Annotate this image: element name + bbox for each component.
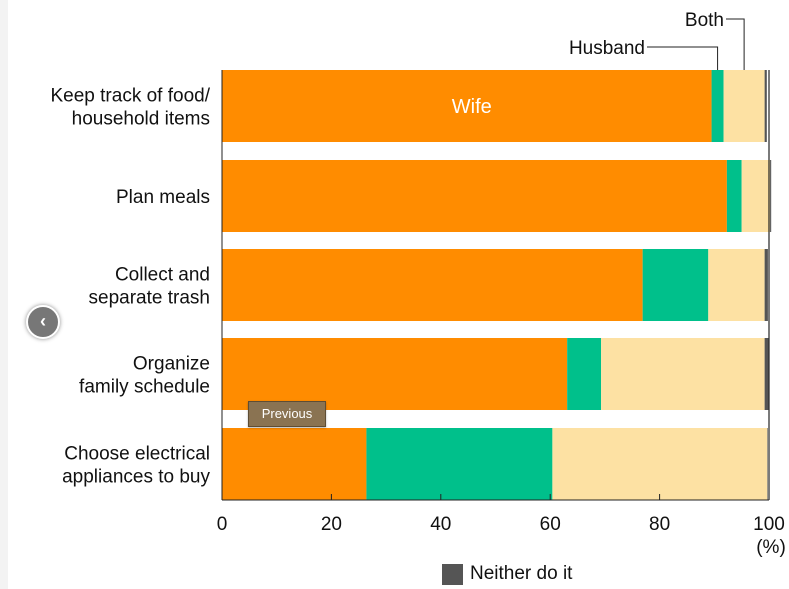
callout-line-both bbox=[726, 18, 745, 70]
bar-both-3 bbox=[601, 338, 765, 410]
bar-wife-3 bbox=[222, 338, 568, 410]
category-label-0-1: household items bbox=[72, 109, 210, 130]
previous-tooltip: Previous bbox=[248, 401, 326, 427]
bar-both-4 bbox=[552, 428, 768, 500]
x-unit-label: (%) bbox=[756, 537, 786, 558]
x-tick-label-3: 60 bbox=[540, 514, 561, 535]
x-tick-label-1: 20 bbox=[321, 514, 342, 535]
category-label-0-0: Keep track of food/ bbox=[51, 86, 211, 107]
legend: Neither do it bbox=[442, 563, 572, 585]
legend-swatch-neither bbox=[442, 563, 463, 585]
x-tick-label-0: 0 bbox=[217, 514, 228, 535]
bar-husband-3 bbox=[567, 338, 602, 410]
chevron-left-icon: ‹ bbox=[40, 311, 46, 331]
series-label-both: Both bbox=[685, 10, 724, 31]
bar-neither-do-it-4 bbox=[767, 428, 768, 500]
bar-wife-1 bbox=[222, 160, 727, 232]
bar-wife-0 bbox=[222, 70, 712, 142]
category-label-1-0: Plan meals bbox=[116, 187, 210, 208]
bar-husband-0 bbox=[711, 70, 724, 142]
category-label-2-1: separate trash bbox=[89, 288, 210, 309]
bar-husband-1 bbox=[726, 160, 742, 232]
x-tick-label-5: 100 bbox=[753, 514, 785, 535]
bar-wife-4 bbox=[222, 428, 367, 500]
bar-neither-do-it-1 bbox=[770, 160, 772, 232]
bar-neither-do-it-0 bbox=[764, 70, 767, 142]
bar-husband-4 bbox=[366, 428, 553, 500]
category-label-4-1: appliances to buy bbox=[62, 467, 210, 488]
legend-label-neither: Neither do it bbox=[470, 563, 573, 584]
bar-wife-2 bbox=[222, 249, 643, 321]
callout-line-husband bbox=[647, 46, 719, 70]
category-label-4-0: Choose electrical bbox=[64, 444, 210, 465]
bar-neither-do-it-3 bbox=[764, 338, 769, 410]
category-label-3-0: Organize bbox=[133, 354, 210, 375]
series-label-wife: Wife bbox=[452, 96, 492, 118]
series-label-husband: Husband bbox=[569, 38, 645, 59]
stacked-bar-chart: Keep track of food/household items Plan m… bbox=[51, 10, 786, 558]
bar-both-2 bbox=[708, 249, 765, 321]
category-label-3-1: family schedule bbox=[79, 377, 210, 398]
x-tick-label-2: 40 bbox=[430, 514, 451, 535]
bar-husband-2 bbox=[642, 249, 709, 321]
bar-neither-do-it-2 bbox=[764, 249, 768, 321]
previous-button[interactable]: ‹ bbox=[26, 305, 60, 339]
chart-panel: Keep track of food/household items Plan m… bbox=[8, 0, 789, 589]
category-label-2-0: Collect and bbox=[115, 265, 210, 286]
bar-both-0 bbox=[723, 70, 765, 142]
bar-both-1 bbox=[741, 160, 771, 232]
x-tick-label-4: 80 bbox=[649, 514, 670, 535]
